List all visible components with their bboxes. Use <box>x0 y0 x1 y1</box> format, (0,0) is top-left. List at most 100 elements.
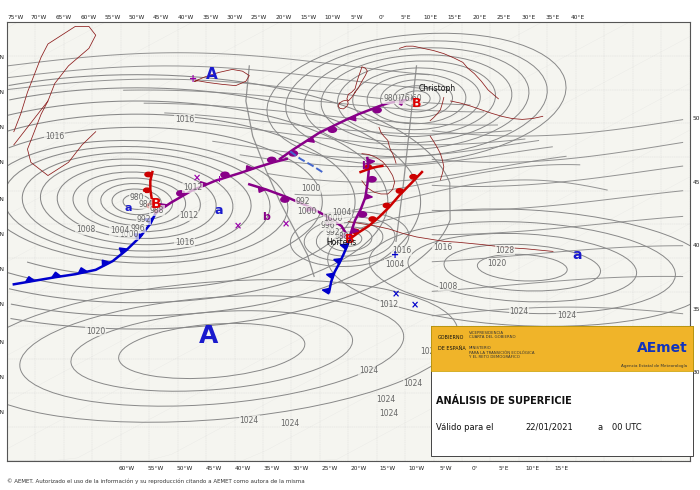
Text: 980: 980 <box>384 94 398 103</box>
Polygon shape <box>368 159 374 164</box>
Text: 1024: 1024 <box>376 395 396 404</box>
Polygon shape <box>334 259 342 264</box>
Polygon shape <box>258 187 266 193</box>
Text: Christoph: Christoph <box>419 84 456 93</box>
Text: 45°W: 45°W <box>153 15 169 20</box>
Circle shape <box>369 217 376 221</box>
Text: +: + <box>391 250 399 260</box>
Text: 1016: 1016 <box>175 238 194 246</box>
Text: 70°N: 70°N <box>0 125 4 130</box>
Text: 55°W: 55°W <box>148 466 164 471</box>
Text: 40°W: 40°W <box>234 466 251 471</box>
Text: 1024: 1024 <box>239 416 259 425</box>
Text: 65°N: 65°N <box>0 160 4 165</box>
Text: a: a <box>214 204 223 217</box>
Text: 40°N: 40°N <box>0 340 4 344</box>
Text: 25°W: 25°W <box>251 15 267 20</box>
Circle shape <box>373 107 382 113</box>
Text: 10°W: 10°W <box>408 466 425 471</box>
Polygon shape <box>365 194 372 199</box>
Text: 1024: 1024 <box>359 366 378 375</box>
Text: B: B <box>345 233 354 245</box>
Text: 5°E: 5°E <box>498 466 509 471</box>
Text: 30°W: 30°W <box>293 466 309 471</box>
Text: 55°N: 55°N <box>0 232 4 237</box>
Text: 0°: 0° <box>471 466 478 471</box>
Text: DE ESPAÑA: DE ESPAÑA <box>438 346 466 351</box>
Text: 5°E: 5°E <box>401 15 412 20</box>
Text: 1012: 1012 <box>183 183 202 192</box>
Text: 40°W: 40°W <box>178 15 194 20</box>
Circle shape <box>221 172 229 177</box>
Text: 5°W: 5°W <box>351 15 363 20</box>
Text: 55°W: 55°W <box>105 15 121 20</box>
Text: 960: 960 <box>408 94 422 103</box>
Text: 35°N: 35°N <box>0 375 4 380</box>
Circle shape <box>267 157 276 163</box>
Text: 50°W: 50°W <box>176 466 193 471</box>
Text: 60°W: 60°W <box>80 15 97 20</box>
Text: © AEMET. Autorizado el uso de la información y su reproducción citando a AEMET c: © AEMET. Autorizado el uso de la informa… <box>7 478 304 484</box>
Polygon shape <box>349 116 356 121</box>
Text: 50: 50 <box>692 116 700 121</box>
Text: +: + <box>188 74 197 84</box>
Text: ×: × <box>193 173 201 183</box>
Text: 1008: 1008 <box>76 225 95 234</box>
Text: 1000: 1000 <box>323 214 343 223</box>
Text: 15°W: 15°W <box>300 15 316 20</box>
Polygon shape <box>340 244 348 249</box>
Circle shape <box>144 188 150 193</box>
Text: Agencia Estatal de Meteorología: Agencia Estatal de Meteorología <box>622 364 687 368</box>
Text: 35°W: 35°W <box>202 15 218 20</box>
Text: ×: × <box>392 289 400 299</box>
Text: 75°N: 75°N <box>0 90 4 95</box>
Text: B: B <box>150 197 161 211</box>
Text: 70°W: 70°W <box>31 15 47 20</box>
Circle shape <box>352 229 359 234</box>
Text: 35: 35 <box>692 307 700 312</box>
Text: a: a <box>124 203 132 214</box>
Polygon shape <box>322 288 330 294</box>
Polygon shape <box>25 277 34 282</box>
Text: 992: 992 <box>136 215 150 224</box>
Text: 1000: 1000 <box>301 184 321 193</box>
Text: 996: 996 <box>131 223 146 233</box>
Text: b: b <box>262 212 270 222</box>
Text: 1016: 1016 <box>392 246 411 255</box>
Text: 1024: 1024 <box>281 419 300 428</box>
Text: 1020: 1020 <box>86 327 106 336</box>
Circle shape <box>365 165 371 169</box>
Text: b: b <box>360 161 369 171</box>
Text: 15°E: 15°E <box>555 466 569 471</box>
Text: Válido para el: Válido para el <box>436 423 494 432</box>
Circle shape <box>145 172 152 177</box>
Text: ×: × <box>411 300 419 310</box>
Text: 1024: 1024 <box>557 311 576 320</box>
Text: 1024: 1024 <box>510 307 528 316</box>
Text: AEmet: AEmet <box>637 342 687 355</box>
Text: ×: × <box>234 221 241 231</box>
Polygon shape <box>341 233 349 238</box>
Circle shape <box>328 127 337 132</box>
Polygon shape <box>246 166 253 171</box>
Text: 988: 988 <box>334 232 349 242</box>
Text: MINISTERIO
PARA LA TRANSICIÓN ECOLÓGICA
Y EL RETO DEMOGRÁFICO: MINISTERIO PARA LA TRANSICIÓN ECOLÓGICA … <box>469 346 535 360</box>
Text: 35°E: 35°E <box>546 15 560 20</box>
Text: ANÁLISIS DE SUPERFICIE: ANÁLISIS DE SUPERFICIE <box>436 396 572 406</box>
Text: 75°W: 75°W <box>7 15 23 20</box>
Polygon shape <box>52 272 61 278</box>
Circle shape <box>289 151 298 156</box>
Text: 30°W: 30°W <box>227 15 243 20</box>
Text: +: + <box>215 175 222 184</box>
Text: a: a <box>572 248 582 262</box>
Text: 30: 30 <box>692 370 700 375</box>
Polygon shape <box>145 218 153 224</box>
Text: 1004: 1004 <box>332 208 351 218</box>
Circle shape <box>147 203 153 208</box>
Polygon shape <box>119 248 127 254</box>
Text: 40: 40 <box>692 243 700 248</box>
Polygon shape <box>102 260 110 266</box>
Text: 20°W: 20°W <box>351 466 367 471</box>
Text: 60°N: 60°N <box>0 197 4 202</box>
Text: 1012: 1012 <box>180 211 199 220</box>
